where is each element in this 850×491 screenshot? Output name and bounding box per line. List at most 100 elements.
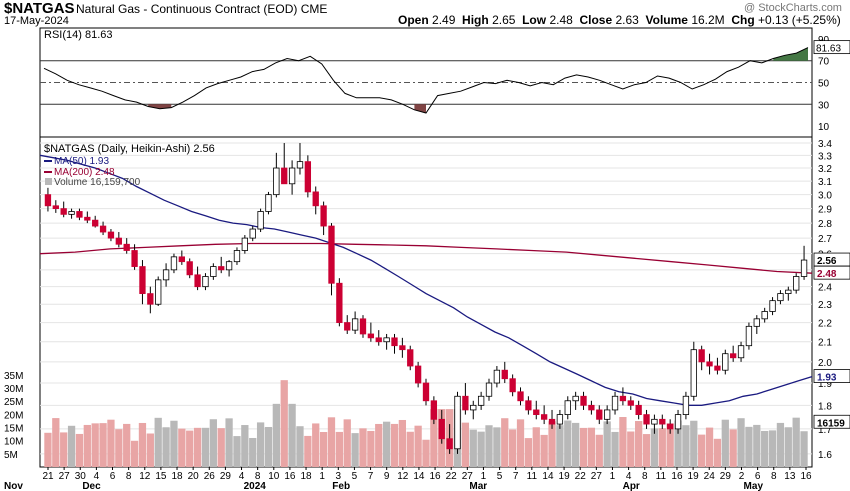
volume-bar bbox=[249, 437, 257, 467]
volume-bar bbox=[52, 418, 60, 467]
candle-body bbox=[470, 404, 477, 411]
volume-bar bbox=[280, 380, 288, 467]
candle-body bbox=[210, 266, 217, 277]
chg-label: Chg bbox=[731, 13, 755, 27]
candle-body bbox=[533, 409, 540, 415]
candle-body bbox=[580, 395, 587, 406]
x-month-label: 2024 bbox=[244, 481, 267, 491]
x-day-label: 11 bbox=[527, 471, 538, 482]
candle-body bbox=[596, 409, 603, 420]
legend-main: $NATGAS (Daily, Heikin-Ashi) 2.56 bbox=[44, 143, 215, 155]
candle-body bbox=[131, 250, 138, 267]
volume-bar bbox=[233, 436, 241, 467]
volume-bar bbox=[532, 427, 540, 467]
candle-body bbox=[800, 259, 808, 277]
candle-body bbox=[92, 219, 99, 227]
candle-body bbox=[178, 256, 185, 263]
volume-bar bbox=[674, 420, 682, 467]
candle-body bbox=[225, 261, 233, 271]
candle-body bbox=[123, 243, 130, 251]
x-day-label: 18 bbox=[171, 471, 183, 482]
x-day-label: 10 bbox=[268, 471, 280, 482]
volume-tick-label: 25M bbox=[4, 397, 23, 408]
candle-layer bbox=[44, 143, 808, 454]
x-day-label: 14 bbox=[542, 471, 554, 482]
candle-body bbox=[296, 161, 304, 169]
candle-body bbox=[351, 318, 359, 331]
x-day-label: 29 bbox=[720, 471, 732, 482]
price-tick-label: 2.1 bbox=[818, 338, 832, 349]
candle-body bbox=[446, 438, 453, 450]
high-value: 2.65 bbox=[492, 13, 516, 27]
exchange-label: CME bbox=[300, 2, 328, 16]
x-day-label: 1 bbox=[481, 471, 487, 482]
volume-bar bbox=[603, 421, 611, 467]
price-tick-label: 2.0 bbox=[818, 358, 832, 369]
volume-bar bbox=[312, 423, 320, 467]
x-day-label: 27 bbox=[591, 471, 603, 482]
x-day-label: 8 bbox=[771, 471, 777, 482]
volume-bar bbox=[776, 422, 785, 467]
candle-body bbox=[359, 318, 367, 335]
candle-body bbox=[202, 276, 209, 288]
x-month-label: May bbox=[744, 481, 764, 491]
candle-body bbox=[737, 345, 745, 359]
open-value: 2.49 bbox=[432, 13, 456, 27]
volume-bar bbox=[477, 431, 485, 467]
volume-bar bbox=[225, 418, 233, 467]
x-day-label: 27 bbox=[59, 471, 71, 482]
price-tick-label: 3.4 bbox=[818, 139, 832, 150]
x-month-label: Mar bbox=[469, 481, 487, 491]
x-day-label: 5 bbox=[352, 471, 358, 482]
candle-body bbox=[249, 228, 256, 239]
candle-body bbox=[218, 266, 225, 271]
volume-bar bbox=[572, 422, 580, 467]
x-day-label: 8 bbox=[642, 471, 648, 482]
candle-body bbox=[76, 211, 83, 218]
candle-body bbox=[186, 261, 193, 276]
volume-bar bbox=[595, 434, 603, 467]
volume-bar bbox=[619, 417, 627, 467]
x-month-label: Feb bbox=[332, 481, 350, 491]
candle-body bbox=[344, 322, 351, 331]
x-day-label: 12 bbox=[139, 471, 151, 482]
candle-body bbox=[422, 382, 430, 402]
candle-body bbox=[698, 349, 705, 363]
x-day-label: 12 bbox=[397, 471, 409, 482]
x-day-label: 6 bbox=[755, 471, 761, 482]
volume-bar bbox=[256, 422, 265, 467]
x-day-label: 4 bbox=[94, 471, 100, 482]
x-day-label: 16 bbox=[800, 471, 812, 482]
candle-body bbox=[667, 423, 674, 430]
volume-bar bbox=[130, 440, 139, 467]
candle-body bbox=[304, 161, 312, 193]
volume-bar bbox=[753, 424, 761, 467]
x-day-label: 29 bbox=[220, 471, 232, 482]
volume-tick-label: 15M bbox=[4, 424, 23, 435]
candle-body bbox=[312, 191, 319, 207]
volume-bar bbox=[650, 428, 659, 467]
candle-body bbox=[635, 404, 642, 415]
candle-body bbox=[674, 414, 682, 430]
volume-bar bbox=[540, 434, 548, 467]
ma50-tag-box bbox=[813, 369, 850, 383]
candle-body bbox=[627, 400, 634, 406]
close-label: Close bbox=[579, 13, 613, 27]
candle-body bbox=[540, 414, 548, 420]
volume-bar bbox=[556, 425, 564, 467]
volume-bar bbox=[241, 425, 249, 467]
candle-body bbox=[44, 194, 52, 207]
x-day-label: 9 bbox=[384, 471, 390, 482]
volume-bar bbox=[524, 438, 533, 467]
volume-bar bbox=[193, 427, 202, 467]
x-day-label: 19 bbox=[688, 471, 700, 482]
ma200-line bbox=[39, 242, 813, 274]
candle-body bbox=[391, 337, 398, 347]
candle-body bbox=[509, 378, 516, 393]
x-day-label: 7 bbox=[513, 471, 519, 482]
volume-bar bbox=[737, 418, 745, 467]
rsi-overbought-fill bbox=[773, 47, 808, 61]
candle-body bbox=[407, 349, 414, 367]
volume-bar bbox=[288, 403, 296, 467]
rsi-tick-label: 10 bbox=[818, 122, 830, 133]
